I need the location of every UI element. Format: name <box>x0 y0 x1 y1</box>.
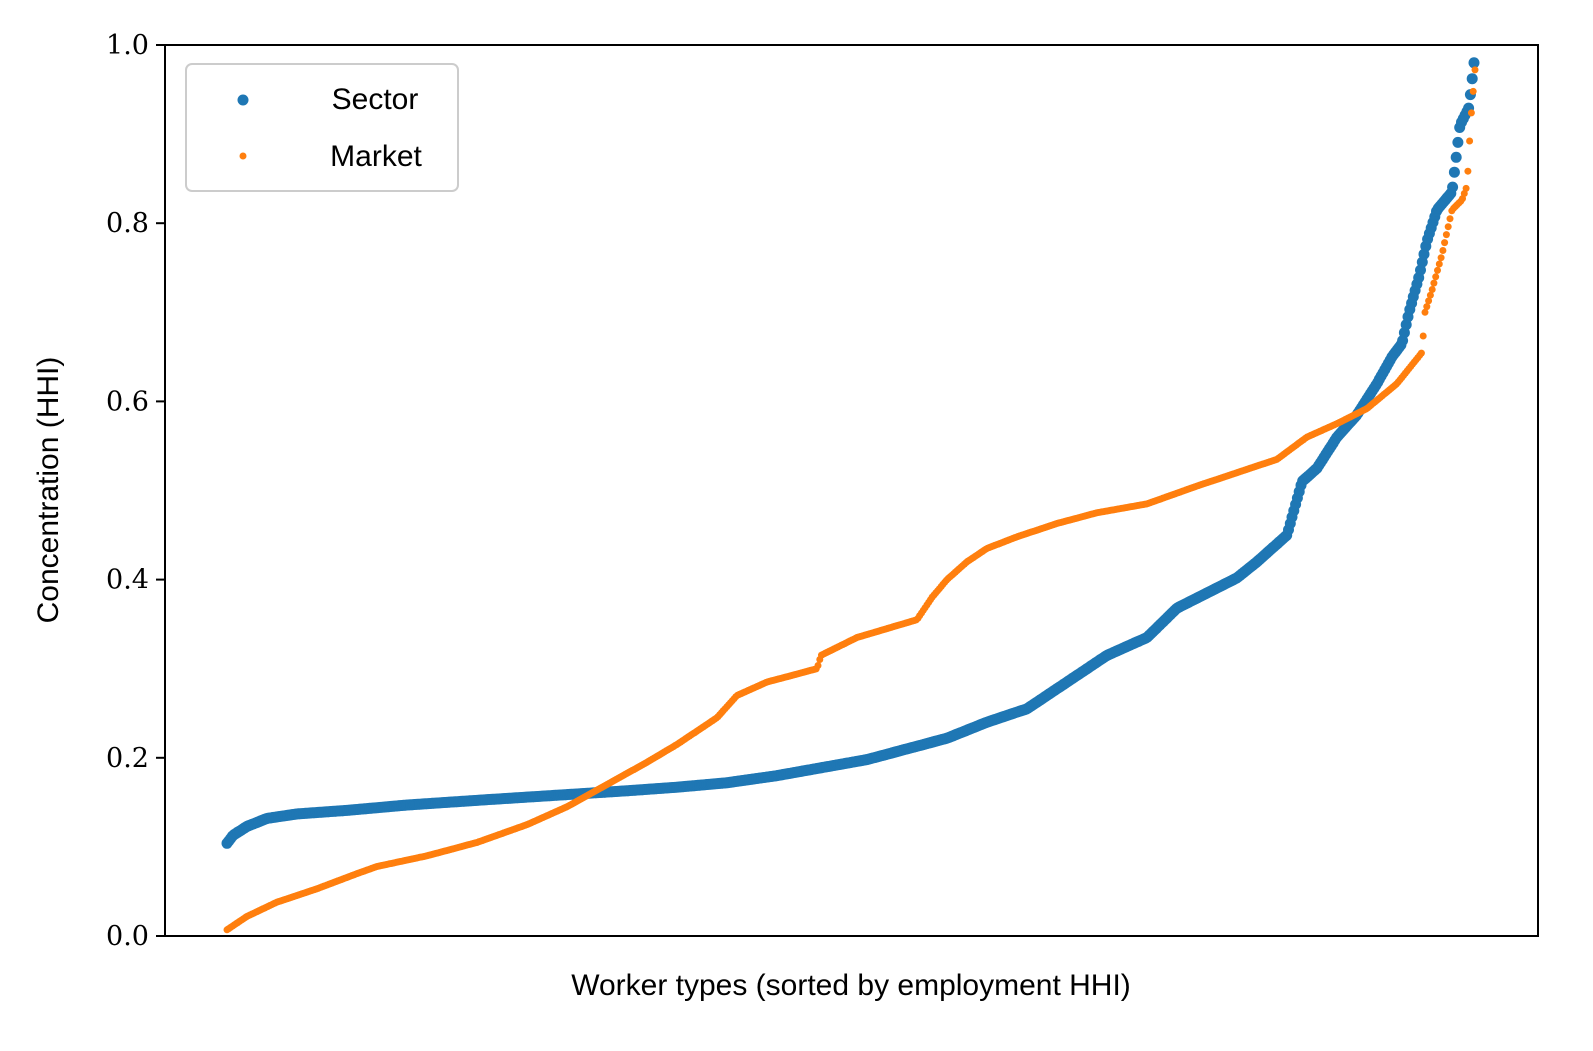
market-point <box>1417 349 1425 357</box>
market-point <box>1419 332 1427 340</box>
sector-point <box>1468 57 1480 69</box>
sector-point <box>1466 73 1478 85</box>
market-point <box>1442 231 1450 239</box>
legend: Sector Market <box>185 63 459 192</box>
y-tick-label: 0.6 <box>106 386 149 417</box>
y-tick-label: 0.0 <box>106 921 149 952</box>
legend-frame <box>185 63 459 192</box>
market-point <box>1471 66 1479 74</box>
sector-point <box>1452 136 1464 148</box>
market-point <box>1428 286 1436 293</box>
market-point <box>1467 109 1475 117</box>
market-point <box>1425 297 1433 305</box>
market-point <box>814 662 822 669</box>
market-point <box>1446 215 1454 223</box>
y-tick-label: 1.0 <box>106 30 149 61</box>
market-point <box>1434 266 1441 274</box>
market-point <box>1435 260 1443 268</box>
y-tick-label: 0.8 <box>106 208 149 239</box>
market-point <box>1430 279 1438 287</box>
legend-label-sector: Sector <box>332 83 419 116</box>
market-point <box>1464 167 1472 175</box>
plot-frame <box>164 44 1539 937</box>
x-axis-label: Worker types (sorted by employment HHI) <box>571 969 1131 1002</box>
sector-point <box>1448 166 1460 178</box>
sector-point <box>1447 181 1459 193</box>
legend-marker-sector <box>237 94 249 106</box>
legend-label-market: Market <box>330 140 422 173</box>
market-point <box>1439 247 1447 254</box>
market-point <box>1432 273 1440 281</box>
market-point <box>1462 184 1470 192</box>
market-point <box>1469 87 1477 95</box>
market-point <box>1466 137 1474 145</box>
y-axis-ticks: 0.0 0.2 0.4 0.6 0.8 1.0 <box>106 30 165 952</box>
market-point <box>1423 303 1431 311</box>
y-axis-label: Concentration (HHI) <box>32 357 65 624</box>
market-point <box>1437 254 1445 262</box>
market-point <box>1441 239 1449 247</box>
y-tick-label: 0.2 <box>106 743 149 774</box>
y-tick-label: 0.4 <box>106 565 149 596</box>
points-layer <box>221 57 1480 934</box>
legend-marker-market <box>239 152 247 160</box>
sector-point <box>1450 151 1462 163</box>
market-point <box>1444 223 1452 231</box>
market-point <box>1426 291 1434 299</box>
market-point <box>1421 308 1429 316</box>
